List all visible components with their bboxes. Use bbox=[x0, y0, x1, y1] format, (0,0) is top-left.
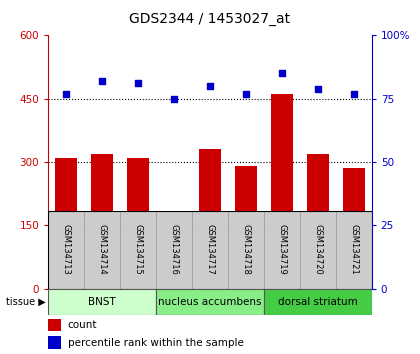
Point bbox=[99, 78, 105, 84]
Bar bbox=[48, 289, 156, 315]
Bar bbox=[48, 336, 61, 349]
Point bbox=[315, 86, 321, 91]
Text: GSM134721: GSM134721 bbox=[349, 224, 358, 275]
Bar bbox=[48, 319, 61, 331]
Text: GSM134719: GSM134719 bbox=[277, 224, 286, 275]
Text: nucleus accumbens: nucleus accumbens bbox=[158, 297, 262, 307]
Point bbox=[135, 81, 142, 86]
Bar bbox=[192, 211, 228, 289]
Bar bbox=[228, 211, 264, 289]
Bar bbox=[300, 211, 336, 289]
Text: count: count bbox=[68, 320, 97, 330]
Bar bbox=[307, 154, 328, 289]
Bar bbox=[336, 211, 372, 289]
Bar bbox=[156, 289, 264, 315]
Point bbox=[171, 96, 177, 102]
Text: GSM134720: GSM134720 bbox=[313, 224, 322, 275]
Text: GDS2344 / 1453027_at: GDS2344 / 1453027_at bbox=[129, 12, 291, 27]
Text: tissue ▶: tissue ▶ bbox=[6, 297, 46, 307]
Text: GSM134716: GSM134716 bbox=[170, 224, 178, 275]
Bar bbox=[343, 168, 365, 289]
Text: GSM134714: GSM134714 bbox=[98, 224, 107, 275]
Text: GSM134715: GSM134715 bbox=[134, 224, 143, 275]
Bar bbox=[120, 211, 156, 289]
Bar bbox=[55, 158, 77, 289]
Bar bbox=[264, 211, 300, 289]
Bar bbox=[235, 166, 257, 289]
Point bbox=[350, 91, 357, 96]
Point bbox=[63, 91, 70, 96]
Bar bbox=[92, 154, 113, 289]
Text: GSM134713: GSM134713 bbox=[62, 224, 71, 275]
Text: dorsal striatum: dorsal striatum bbox=[278, 297, 358, 307]
Bar bbox=[84, 211, 120, 289]
Bar bbox=[271, 95, 293, 289]
Text: GSM134717: GSM134717 bbox=[205, 224, 215, 275]
Point bbox=[243, 91, 249, 96]
Bar bbox=[163, 215, 185, 289]
Text: BNST: BNST bbox=[88, 297, 116, 307]
Point bbox=[278, 70, 285, 76]
Bar bbox=[156, 211, 192, 289]
Text: percentile rank within the sample: percentile rank within the sample bbox=[68, 338, 244, 348]
Bar bbox=[199, 149, 221, 289]
Bar bbox=[127, 158, 149, 289]
Point bbox=[207, 83, 213, 89]
Text: GSM134718: GSM134718 bbox=[241, 224, 250, 275]
Bar bbox=[264, 289, 372, 315]
Bar bbox=[48, 211, 84, 289]
